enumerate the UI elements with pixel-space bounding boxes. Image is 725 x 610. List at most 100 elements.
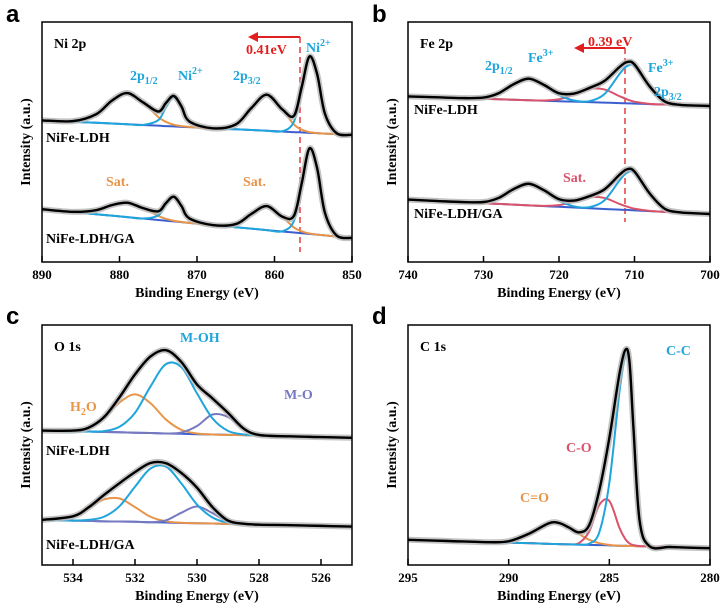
fit-envelope bbox=[41, 55, 353, 137]
x-tick-label: 700 bbox=[700, 267, 720, 282]
fit-envelope bbox=[407, 347, 711, 550]
shift-arrow-b bbox=[574, 43, 626, 222]
panel-letter: a bbox=[6, 1, 20, 28]
panel: d C 1s 295 290 285 280 Binding Energy (eV) Inte… bbox=[372, 303, 720, 604]
x-tick-label: 710 bbox=[625, 267, 645, 282]
peak-label: 2p1/2 bbox=[485, 59, 513, 77]
peak-label-text: Sat. bbox=[243, 175, 266, 190]
peak-label-sub: 1/2 bbox=[145, 76, 158, 87]
peak-label-text: Fe bbox=[528, 51, 543, 66]
peak-label-text: 2p bbox=[130, 69, 145, 84]
x-tick-label: 870 bbox=[187, 267, 207, 282]
peak-label-text: C-O bbox=[566, 441, 592, 456]
peak-label-tail: O bbox=[86, 400, 97, 415]
peak-label-text: C-C bbox=[666, 344, 691, 359]
peak-label-text: H bbox=[70, 400, 81, 415]
peak-label-sub: 2 bbox=[81, 407, 86, 418]
sample-label: NiFe-LDH/GA bbox=[414, 207, 504, 222]
fit-envelope bbox=[41, 348, 353, 439]
x-axis-label: Binding Energy (eV) bbox=[135, 589, 259, 604]
x-tick-label: 528 bbox=[249, 570, 269, 585]
fit-envelope bbox=[41, 146, 353, 240]
peak-label: Sat. bbox=[563, 171, 586, 186]
fit-component bbox=[407, 352, 711, 550]
plot-frame bbox=[407, 324, 711, 566]
sample-label: NiFe-LDH bbox=[46, 131, 110, 146]
x-tick-label: 526 bbox=[311, 570, 331, 585]
peak-label: Fe3+ bbox=[648, 58, 674, 76]
peak-label-sub: 3/2 bbox=[669, 92, 682, 103]
x-tick-label: 850 bbox=[342, 267, 362, 282]
peak-label: C-O bbox=[566, 441, 592, 456]
peak-label-sub: 3/2 bbox=[248, 76, 261, 87]
x-tick-label: 295 bbox=[398, 570, 418, 585]
peak-label: Ni2+ bbox=[306, 38, 331, 56]
x-tick-label: 740 bbox=[398, 267, 418, 282]
peak-label-sup: 2+ bbox=[320, 38, 331, 49]
peak-label: 0.39 eV bbox=[588, 35, 632, 50]
peak-label: 0.41eV bbox=[246, 43, 287, 58]
peak-label-text: 2p bbox=[233, 69, 248, 84]
peak-label: Ni2+ bbox=[178, 66, 203, 84]
x-tick-label: 880 bbox=[110, 267, 130, 282]
peak-label: Fe3+ bbox=[528, 48, 554, 66]
peak-label-text: 2p bbox=[485, 59, 500, 74]
x-axis-label: Binding Energy (eV) bbox=[135, 286, 259, 301]
y-axis-label: Intensity (a.u.) bbox=[385, 401, 400, 489]
x-tick-label: 532 bbox=[125, 570, 145, 585]
peak-label-sup: 3+ bbox=[543, 48, 554, 59]
x-tick-label: 720 bbox=[549, 267, 569, 282]
peak-label-text: 2p bbox=[654, 85, 669, 100]
peak-label-sup: 2+ bbox=[192, 66, 203, 77]
peak-label: M-O bbox=[284, 388, 313, 403]
peak-label-text: Sat. bbox=[563, 171, 586, 186]
panel: a Ni 2p 890 880 870 860 850 Binding Energy (eV)… bbox=[6, 1, 362, 301]
spectrum-title: Fe 2p bbox=[420, 37, 453, 52]
peak-label: Sat. bbox=[106, 175, 129, 190]
raw-spectrum bbox=[41, 458, 353, 530]
peak-label-text: Sat. bbox=[106, 175, 129, 190]
peak-label-text: Ni bbox=[306, 41, 320, 56]
sample-label: NiFe-LDH/GA bbox=[46, 232, 136, 247]
x-tick-label: 290 bbox=[499, 570, 519, 585]
panel: b Fe 2p 740 730 720 710 700 Binding Energy (eV)… bbox=[372, 1, 720, 301]
peak-label-text: Fe bbox=[648, 61, 663, 76]
panel: c O 1s 534 532 530 528 526 Binding Energy (eV) I… bbox=[6, 303, 353, 604]
peak-label-text: 0.41eV bbox=[246, 43, 287, 58]
fit-component bbox=[41, 464, 353, 528]
fit-envelope bbox=[407, 167, 711, 216]
fit-component bbox=[41, 496, 353, 528]
x-tick-label: 730 bbox=[474, 267, 494, 282]
peak-label: M-OH bbox=[180, 331, 220, 346]
shift-arrow-a bbox=[248, 32, 301, 252]
peak-label-text: Ni bbox=[178, 69, 192, 84]
x-axis-label: Binding Energy (eV) bbox=[497, 589, 621, 604]
fit-envelope bbox=[407, 60, 711, 108]
x-tick-label: 530 bbox=[187, 570, 207, 585]
peak-label: 2p3/2 bbox=[654, 85, 682, 103]
peak-label-text: C=O bbox=[520, 491, 549, 506]
peak-label: H2O bbox=[70, 400, 97, 418]
fit-envelope bbox=[41, 460, 353, 528]
fit-component bbox=[41, 92, 353, 136]
sample-label: NiFe-LDH bbox=[414, 103, 478, 118]
y-axis-label: Intensity (a.u.) bbox=[19, 98, 34, 186]
panel-letter: b bbox=[372, 1, 387, 28]
peak-label-sub: 1/2 bbox=[500, 66, 513, 77]
x-tick-label: 890 bbox=[32, 267, 52, 282]
peak-label: 2p1/2 bbox=[130, 69, 158, 87]
x-axis-label: Binding Energy (eV) bbox=[497, 286, 621, 301]
peak-label: 2p3/2 bbox=[233, 69, 261, 87]
peak-label-sup: 3+ bbox=[663, 58, 674, 69]
raw-spectrum bbox=[407, 345, 711, 552]
sample-label: NiFe-LDH bbox=[46, 444, 110, 459]
peak-label-text: M-OH bbox=[180, 331, 220, 346]
panel-letter: c bbox=[6, 303, 19, 330]
y-axis-label: Intensity (a.u.) bbox=[19, 401, 34, 489]
y-axis-label: Intensity (a.u.) bbox=[385, 98, 400, 186]
spectrum-title: O 1s bbox=[54, 340, 81, 355]
x-tick-label: 860 bbox=[265, 267, 285, 282]
peak-label: Sat. bbox=[243, 175, 266, 190]
peak-label: C-C bbox=[666, 344, 691, 359]
